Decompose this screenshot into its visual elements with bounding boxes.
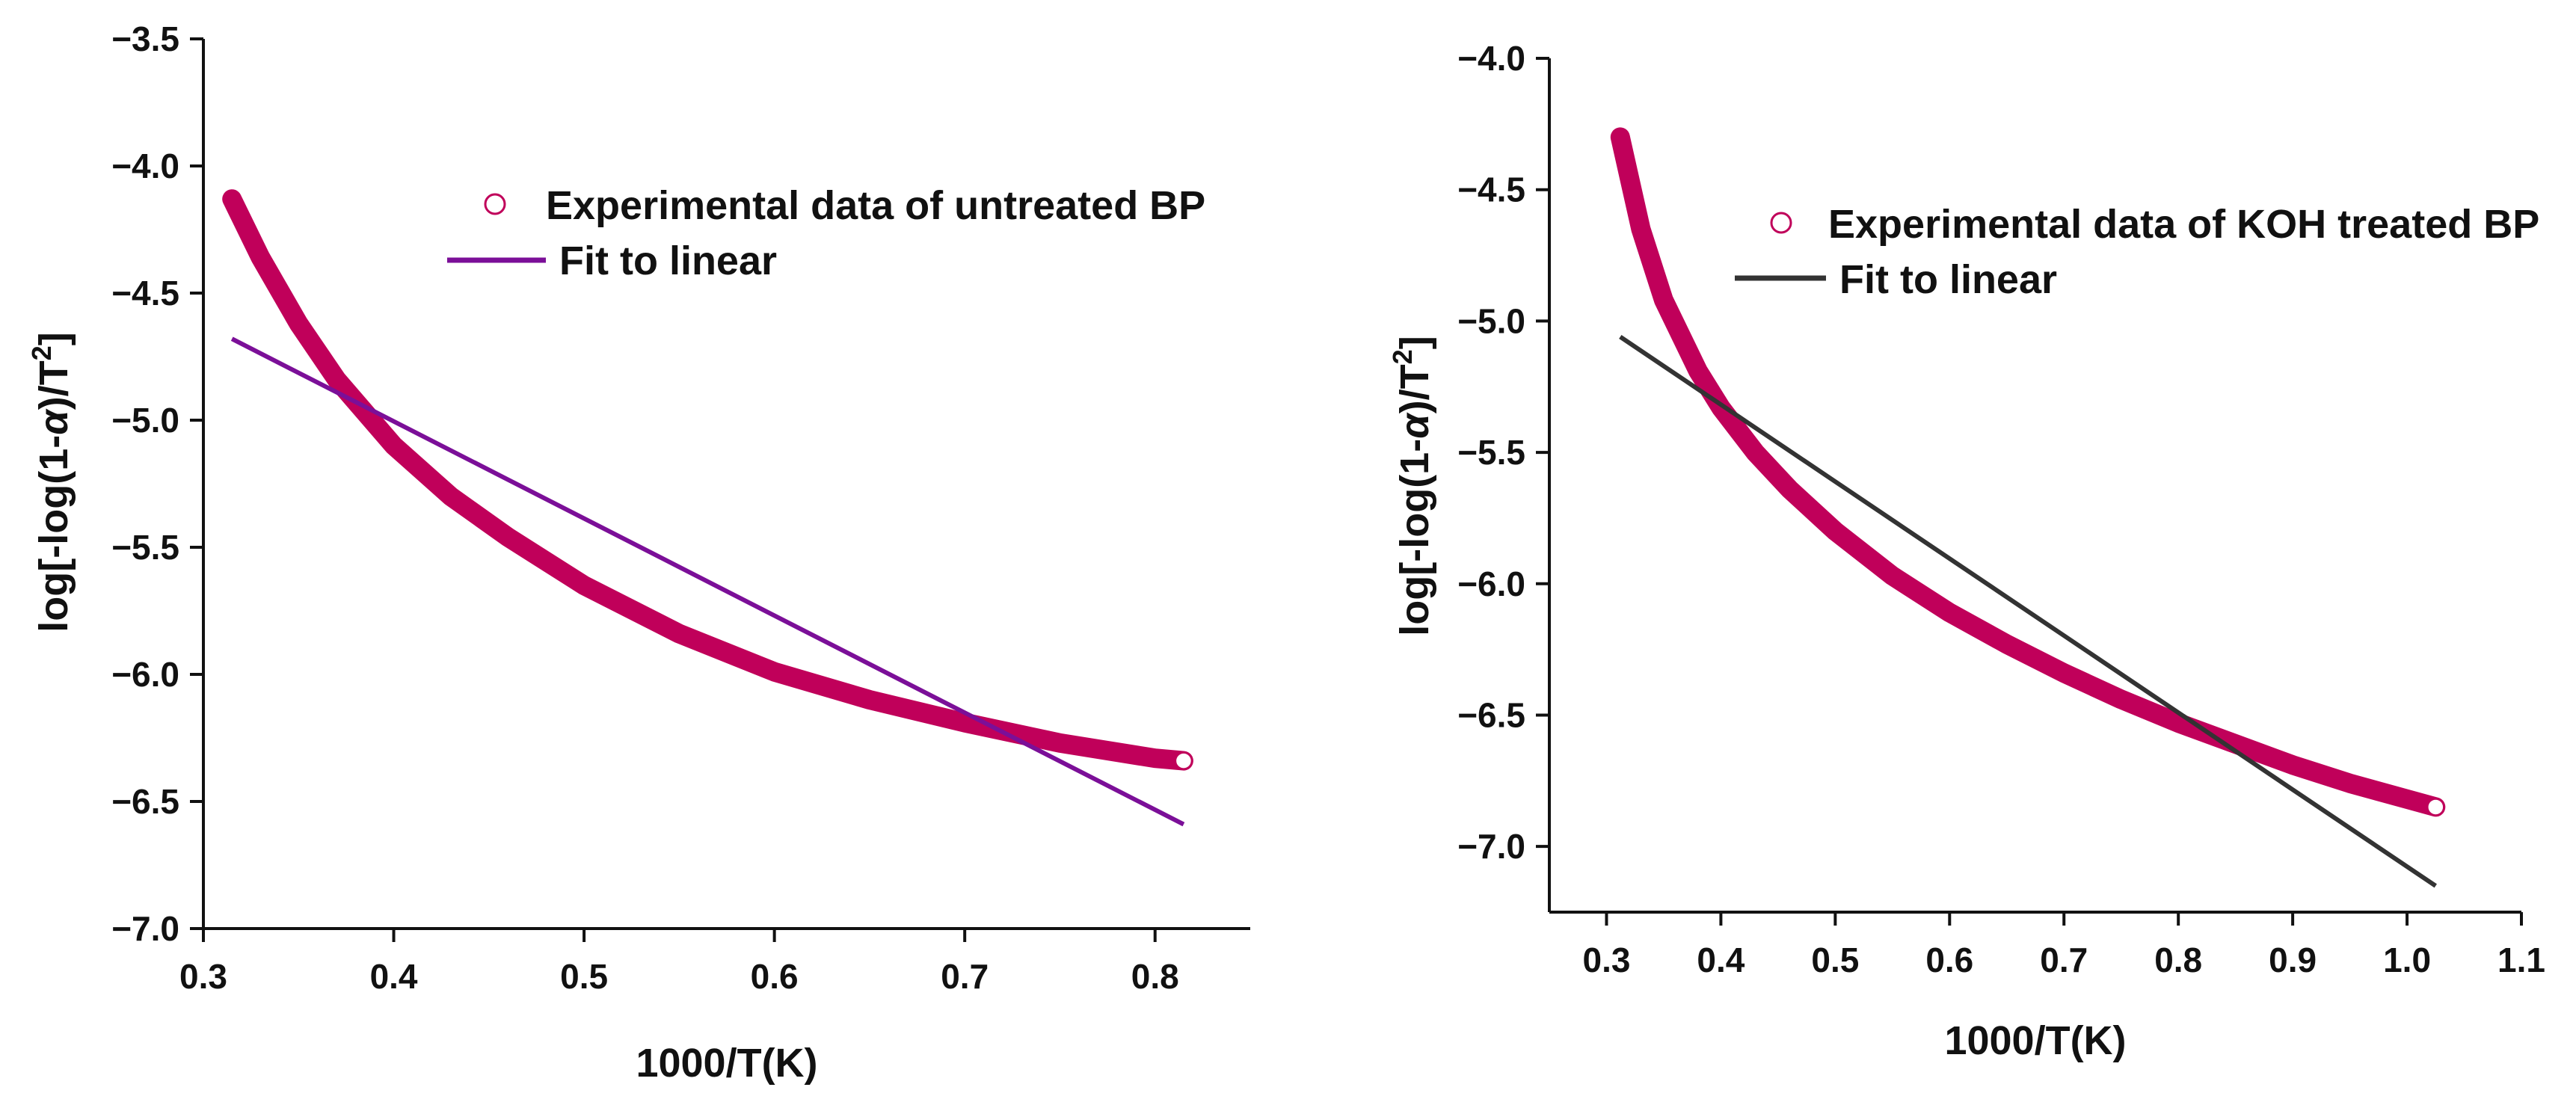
y-tick-label: −5.0 (1457, 301, 1525, 340)
y-axis-title-part: ] (1392, 336, 1437, 349)
y-axis-title-superscript: 2 (1387, 349, 1418, 364)
x-tick-label: 0.8 (1131, 957, 1179, 996)
y-tick-label: −6.5 (111, 782, 179, 821)
x-tick-label: 0.4 (1697, 941, 1745, 979)
chart-untreated-bp: 0.3 0.4 0.5 0.6 0.7 0.8 −7.0 −6.5 −6.0 −5.5 −5.0 −4… (26, 19, 1250, 1086)
experimental-data-curve (1610, 127, 2446, 817)
y-axis-title: log[-log(1-α)/T2] (26, 332, 76, 632)
legend-label-experimental: Experimental data of untreated BP (546, 183, 1205, 228)
y-tick-label: −6.5 (1457, 695, 1525, 734)
x-tick-label: 0.6 (751, 957, 799, 996)
x-tick-label: 0.9 (2269, 941, 2317, 979)
end-point-marker (1174, 751, 1193, 770)
y-tick-label: −3.5 (111, 19, 179, 58)
legend-label-experimental: Experimental data of KOH treated BP (1828, 202, 2539, 247)
legend: Experimental data of KOH treated BP Fit t… (1735, 202, 2539, 302)
y-tick-label: −5.5 (1457, 433, 1525, 472)
linear-fit-line (1619, 335, 2437, 888)
y-tick-label: −6.0 (111, 655, 179, 694)
x-tick-label: 1.0 (2383, 941, 2431, 979)
y-tick-label: −5.0 (111, 401, 179, 440)
legend-label-fit: Fit to linear (559, 238, 777, 283)
linear-fit-line (230, 336, 1185, 827)
y-tick-label: −7.0 (111, 909, 179, 948)
x-tick-label: 0.7 (941, 957, 989, 996)
y-tick-label: −4.0 (111, 147, 179, 185)
legend-label-fit: Fit to linear (1839, 257, 2057, 302)
x-tick-label: 0.5 (560, 957, 608, 996)
y-tick-label: −4.5 (1457, 170, 1525, 209)
y-axis-title-part: ] (31, 332, 76, 345)
y-axis-title: log[-log(1-α)/T2] (1387, 336, 1437, 635)
y-tick-label: −7.0 (1457, 827, 1525, 866)
x-tick-label: 0.8 (2154, 941, 2202, 979)
y-axis-title-greek: α (31, 408, 76, 435)
legend-open-circle-marker (1770, 212, 1792, 234)
y-axis-title-part: log[-log(1- (1392, 439, 1437, 636)
x-tick-label: 0.5 (1811, 941, 1859, 979)
y-axis-title-part: )/T (1392, 364, 1437, 413)
x-tick-label: 0.6 (1925, 941, 1973, 979)
legend-open-circle-marker (484, 193, 506, 215)
y-tick-label: −4.5 (111, 274, 179, 313)
legend: Experimental data of untreated BP Fit to … (447, 183, 1205, 283)
x-axis-title: 1000/T(K) (636, 1041, 817, 1086)
x-tick-label: 0.4 (370, 957, 418, 996)
y-tick-label: −5.5 (111, 528, 179, 567)
y-axis-title-greek: α (1392, 412, 1437, 439)
x-tick-label: 1.1 (2497, 941, 2545, 979)
y-axis-title-part: )/T (31, 360, 76, 410)
chart-koh-treated-bp: 0.3 0.4 0.5 0.6 0.7 0.8 0.9 1.0 1.1 −7.0 −6.5 −6.0 −… (1387, 39, 2545, 1063)
experimental-data-curve (222, 189, 1193, 771)
x-axis-title: 1000/T(K) (1944, 1018, 2126, 1063)
x-tick-label: 0.3 (1582, 941, 1630, 979)
end-point-marker (2426, 798, 2445, 816)
y-tick-label: −4.0 (1457, 39, 1525, 78)
y-tick-label: −6.0 (1457, 564, 1525, 603)
x-tick-label: 0.3 (179, 957, 227, 996)
x-tick-label: 0.7 (2040, 941, 2088, 979)
y-axis-title-superscript: 2 (26, 345, 57, 360)
y-axis-title-part: log[-log(1- (31, 435, 76, 633)
